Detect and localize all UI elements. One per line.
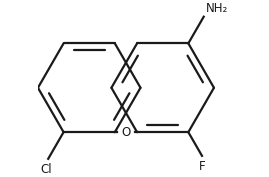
Text: F: F [199,160,205,173]
Text: NH₂: NH₂ [206,2,228,15]
Text: O: O [121,126,130,139]
Text: Cl: Cl [41,163,52,176]
